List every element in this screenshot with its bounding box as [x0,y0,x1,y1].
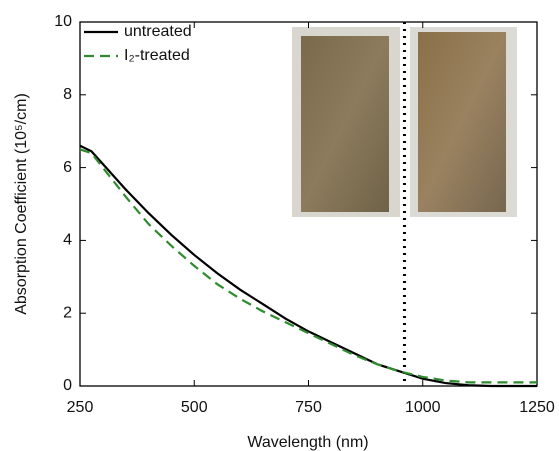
x-tick-label: 1000 [405,399,441,416]
x-axis-label: Wavelength (nm) [247,434,368,451]
x-tick-label: 250 [67,399,94,416]
photo-treated [418,32,506,212]
y-tick-label: 8 [63,86,72,103]
y-tick-label: 10 [54,13,72,30]
legend-label: untreated [124,23,192,40]
y-tick-label: 6 [63,159,72,176]
y-tick-label: 4 [63,232,72,249]
y-tick-label: 2 [63,304,72,321]
legend-label: I₂-treated [124,47,190,64]
x-tick-label: 1250 [519,399,555,416]
x-tick-label: 750 [295,399,322,416]
line-0 [79,144,537,388]
line-1 [79,148,537,384]
photo-untreated [301,36,389,212]
y-tick-label: 0 [63,377,72,394]
x-tick-label: 500 [181,399,208,416]
y-axis-label: Absorption Coefficient (10⁵/cm) [13,93,30,315]
